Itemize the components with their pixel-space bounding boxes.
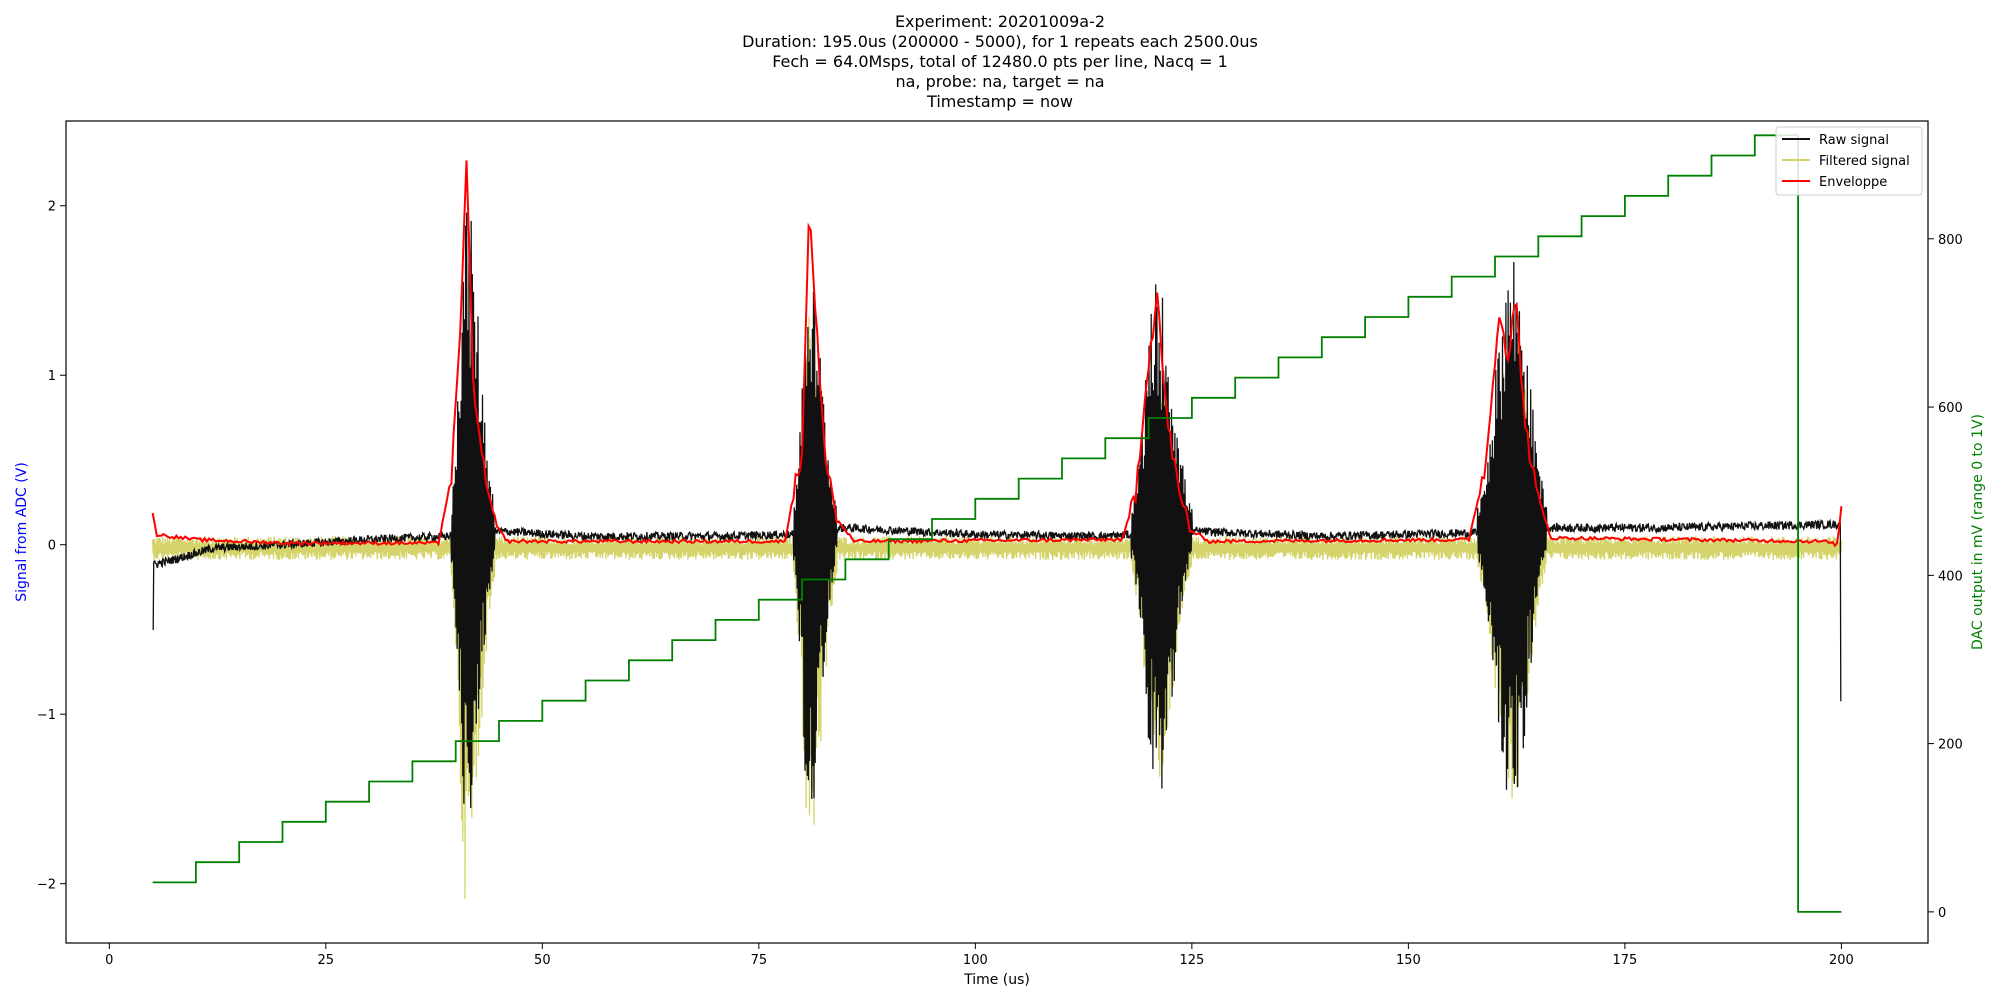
y-left-tick-label: 2 — [48, 200, 56, 215]
series-enveloppe — [151, 160, 1843, 548]
plot-frame — [65, 120, 1929, 944]
x-tick-label: 125 — [1179, 953, 1204, 968]
y-right-tick-label: 200 — [1938, 738, 1963, 753]
y-left-tick-label: 1 — [48, 369, 56, 384]
x-tick-label: 100 — [963, 953, 988, 968]
x-tick-label: 25 — [318, 953, 335, 968]
x-tick-label: 175 — [1612, 953, 1637, 968]
x-tick-label: 200 — [1829, 953, 1854, 968]
y-right-tick-label: 800 — [1938, 233, 1963, 248]
chart-title-line-5: Timestamp = now — [927, 92, 1073, 111]
x-tick-label: 0 — [105, 953, 113, 968]
x-tick-label: 75 — [751, 953, 768, 968]
x-tick-label: 150 — [1396, 953, 1421, 968]
axes-layer: 0 25 50 75 100 125 150 175 200 −2 −1 0 1 2 0 200 400 600 8… — [37, 200, 1963, 968]
y-left-tick-label: −2 — [37, 878, 56, 893]
legend-label-filtered: Filtered signal — [1819, 154, 1910, 169]
legend-label-envelope: Enveloppe — [1819, 175, 1887, 190]
y-axis-left-label: Signal from ADC (V) — [14, 462, 30, 602]
y-left-tick-label: 0 — [48, 539, 56, 554]
legend-box — [1775, 126, 1923, 196]
chart-title-line-4: na, probe: na, target = na — [895, 72, 1105, 91]
y-left-tick-label: −1 — [37, 708, 56, 723]
y-right-tick-label: 400 — [1938, 569, 1963, 584]
legend-label-raw: Raw signal — [1819, 133, 1889, 148]
chart-title-line-2: Duration: 195.0us (200000 - 5000), for 1… — [742, 32, 1258, 51]
x-axis-label: Time (us) — [963, 972, 1030, 988]
y-right-tick-label: 0 — [1938, 906, 1946, 921]
x-tick-label: 50 — [534, 953, 551, 968]
series-filtered-signal — [151, 316, 1843, 900]
series-raw-signal — [152, 212, 1842, 809]
series-layer — [151, 134, 1843, 913]
chart-title-line-3: Fech = 64.0Msps, total of 12480.0 pts pe… — [772, 52, 1228, 71]
y-right-tick-label: 600 — [1938, 401, 1963, 416]
y-axis-right-label: DAC output in mV (range 0 to 1V) — [1970, 414, 1986, 650]
series-dac-output — [152, 134, 1842, 913]
chart-title-line-1: Experiment: 20201009a-2 — [894, 12, 1106, 31]
legend: Raw signal Filtered signal Enveloppe — [1775, 126, 1923, 196]
